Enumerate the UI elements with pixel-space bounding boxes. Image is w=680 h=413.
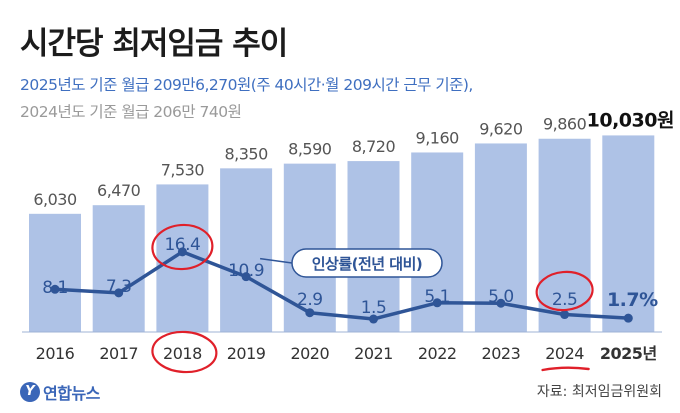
rate-legend-label: 인상률(전년 대비) bbox=[312, 255, 423, 273]
chart-title: 시간당 최저임금 추이 bbox=[20, 26, 288, 62]
rate-label-2021: 1.5 bbox=[361, 298, 387, 318]
annotation-circle-rate-2024 bbox=[535, 270, 594, 312]
rate-point-2020 bbox=[305, 308, 315, 318]
rate-line-layer bbox=[50, 247, 633, 324]
category-label-2019: 2019 bbox=[227, 344, 266, 363]
wage-label-2023: 9,620 bbox=[479, 119, 523, 138]
wage-label-2019: 8,350 bbox=[224, 144, 268, 163]
category-label-2016: 2016 bbox=[36, 344, 75, 363]
category-label-2024: 2024 bbox=[545, 344, 584, 363]
category-label-2022: 2022 bbox=[418, 344, 457, 363]
rate-point-2016 bbox=[50, 284, 60, 294]
annotation-circle-rate-2018 bbox=[151, 223, 214, 271]
chart-subtitle-monthly-2024: 2024년도 기준 월급 206만 740원 bbox=[20, 103, 242, 121]
wage-bar-2017 bbox=[92, 205, 145, 332]
rate-label-2022: 5.1 bbox=[424, 287, 450, 307]
rate-label-2017: 7.3 bbox=[106, 277, 132, 297]
rate-legend-connector bbox=[259, 257, 293, 264]
wage-label-2018: 7,530 bbox=[161, 160, 205, 179]
yonhap-logo-text: 연합뉴스 bbox=[43, 384, 100, 403]
rate-label-2020: 2.9 bbox=[297, 290, 323, 310]
source-credit: 자료: 최저임금위원회 bbox=[536, 384, 662, 400]
category-label-2023: 2023 bbox=[482, 344, 521, 363]
category-label-2018: 2018 bbox=[163, 344, 202, 363]
wage-bar-2025년 bbox=[602, 135, 655, 332]
wage-label-2016: 6,030 bbox=[33, 190, 77, 209]
wage-bar-2016 bbox=[29, 213, 81, 332]
category-label-2020: 2020 bbox=[290, 344, 329, 363]
wage-label-2021: 8,720 bbox=[352, 137, 396, 156]
rate-label-2024: 2.5 bbox=[552, 290, 578, 310]
rate-label-2025년: 1.7% bbox=[607, 289, 658, 311]
rate-point-2024 bbox=[560, 310, 570, 320]
annotation-circle-year-2018 bbox=[151, 330, 218, 374]
category-label-2021: 2021 bbox=[354, 344, 393, 363]
rate-label-2016: 8.1 bbox=[42, 278, 68, 298]
rate-label-2018: 16.4 bbox=[164, 235, 200, 255]
rate-point-2025년 bbox=[623, 313, 633, 323]
rate-point-2021 bbox=[369, 314, 378, 324]
rate-point-2023 bbox=[496, 298, 506, 308]
wage-label-2025년: 10,030원 bbox=[587, 109, 674, 131]
chart-subtitle-monthly-2025: 2025년도 기준 월급 209만6,270원(주 40시간·월 209시간 근… bbox=[20, 76, 473, 94]
wage-bar-2024 bbox=[538, 138, 591, 332]
rate-point-2018 bbox=[177, 247, 187, 257]
rate-point-2017 bbox=[114, 288, 124, 298]
rate-legend: 인상률(전년 대비) bbox=[259, 248, 443, 278]
labels-layer: 6,030 6,470 7,530 8,350 8,590 8,720 9,160 9,620… bbox=[33, 109, 674, 363]
wage-label-2017: 6,470 bbox=[97, 181, 141, 200]
wage-label-2024: 9,860 bbox=[543, 115, 587, 134]
bars-layer bbox=[22, 135, 662, 333]
wage-label-2022: 9,160 bbox=[416, 128, 460, 147]
yonhap-logo-mark-icon: Y bbox=[20, 382, 40, 402]
wage-label-2020: 8,590 bbox=[288, 140, 332, 159]
handwritten-annotations bbox=[151, 223, 594, 374]
rate-label-2023: 5.0 bbox=[488, 287, 514, 307]
category-label-2017: 2017 bbox=[99, 344, 138, 363]
rate-point-2022 bbox=[432, 298, 442, 308]
rate-line bbox=[54, 250, 629, 321]
annotation-underline-year-2024 bbox=[541, 366, 590, 372]
wage-bar-2021 bbox=[347, 161, 400, 332]
rate-point-2019 bbox=[241, 272, 251, 282]
category-label-2025년: 2025년 bbox=[600, 344, 657, 363]
rate-label-2019: 10.9 bbox=[228, 261, 264, 281]
wage-bar-2019 bbox=[220, 168, 273, 332]
yonhap-logo: Y 연합뉴스 bbox=[20, 380, 100, 404]
rate-legend-box bbox=[291, 248, 443, 278]
